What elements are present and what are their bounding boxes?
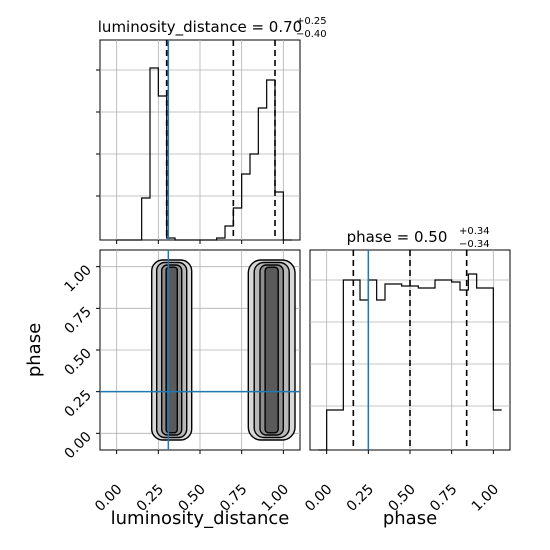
density-contour	[253, 261, 290, 439]
title-superscript: +0.25	[296, 16, 327, 27]
histogram-step	[116, 67, 292, 241]
density-contour	[155, 261, 188, 439]
panel-grid	[100, 40, 300, 240]
y-axis-label: phase	[24, 323, 45, 377]
panel-title: phase = 0.50	[347, 228, 448, 246]
title-subscript: −0.40	[296, 29, 327, 40]
density-contour	[264, 266, 279, 434]
quantile-lines	[165, 40, 276, 240]
density-contour	[150, 259, 193, 441]
truth-crosshair	[100, 250, 300, 450]
y-tick-label: 0.50	[61, 346, 94, 379]
density-contours	[150, 259, 296, 441]
title-subscript: −0.34	[459, 239, 490, 250]
density-contour	[247, 259, 296, 441]
panel-title: luminosity_distance = 0.70	[98, 18, 302, 37]
x-axis-label: phase	[383, 508, 437, 529]
title-superscript: +0.34	[459, 226, 490, 237]
density-contour	[160, 264, 183, 436]
y-tick-label: 0.00	[61, 429, 94, 462]
y-tick-label: 0.75	[61, 304, 94, 337]
histogram-step-line	[116, 67, 292, 241]
x-tick-labels: 0.00 0.25 0.50 0.75 1.00	[302, 450, 502, 515]
y-tick-label: 0.25	[61, 387, 94, 420]
x-tick-label: 0.00	[302, 482, 335, 515]
phase-histogram-panel: 0.00 0.25 0.50 0.75 1.00 phase = 0.50 +0.34 …	[302, 226, 511, 529]
x-tick-labels: 0.00 0.25 0.50 0.75 1.00	[92, 450, 292, 515]
luminosity-distance-histogram-panel: luminosity_distance = 0.70 +0.25 −0.40	[96, 16, 327, 244]
y-tick-labels: 0.00 0.25 0.50 0.75 1.00	[61, 262, 100, 462]
joint-density-panel: 0.00 0.25 0.50 0.75 1.00 0.000.250.500.751.0…	[24, 249, 301, 529]
density-contour	[165, 266, 179, 434]
y-tick-label: 1.00	[61, 262, 94, 295]
x-tick-label: 1.00	[469, 482, 502, 515]
panel-ticks	[96, 69, 284, 244]
x-tick-label: 0.25	[344, 482, 377, 515]
density-contour	[259, 264, 284, 436]
density-level	[265, 267, 279, 433]
quantile-lines	[352, 250, 468, 450]
x-axis-label: luminosity_distance	[111, 508, 290, 529]
